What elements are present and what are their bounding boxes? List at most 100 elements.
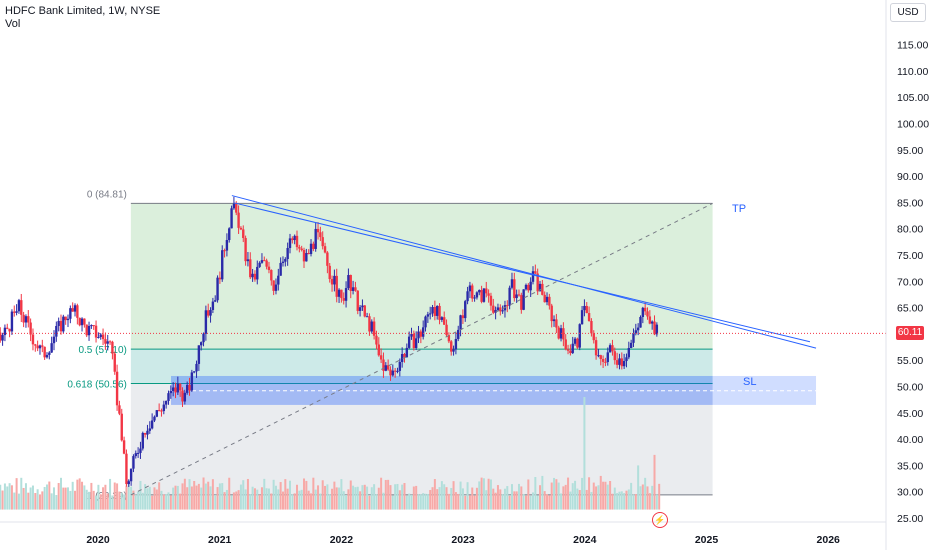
candle-body <box>569 350 572 354</box>
volume-bar <box>41 491 44 510</box>
volume-bar <box>6 486 9 510</box>
fib-level-label: 0 (84.81) <box>87 189 127 200</box>
price-tick-label: 75.00 <box>897 250 923 262</box>
candle-body <box>1 335 4 341</box>
volume-bar <box>17 493 20 510</box>
volume-bar <box>373 484 376 510</box>
volume-bar <box>515 491 518 510</box>
candle-body <box>309 243 313 254</box>
volume-bar <box>291 494 294 510</box>
trendline-upper <box>231 195 817 349</box>
volume-bar <box>22 487 25 510</box>
volume-bar <box>510 484 513 510</box>
volume-bar <box>146 488 149 510</box>
volume-bar <box>445 487 448 510</box>
candle-body <box>461 315 465 319</box>
volume-bar <box>553 477 556 510</box>
candle-body <box>650 321 654 324</box>
flash-icon[interactable]: ⚡ <box>652 512 668 528</box>
volume-bar <box>204 483 207 510</box>
volume-bar <box>38 494 41 510</box>
candle-body <box>223 250 226 252</box>
candle-body <box>253 273 257 280</box>
candle-body <box>92 325 95 327</box>
candle-body <box>543 294 546 303</box>
volume-bar <box>125 485 128 510</box>
volume-bar <box>95 495 98 510</box>
candle-body <box>433 307 437 316</box>
volume-bar <box>342 491 345 510</box>
candle-body <box>139 448 142 453</box>
stop-loss-label: SL <box>743 376 757 388</box>
volume-bar <box>352 485 355 510</box>
currency-button[interactable]: USD <box>890 3 926 22</box>
candle-body <box>17 300 21 312</box>
candle-body <box>412 333 416 349</box>
candle-body <box>450 341 453 352</box>
volume-bar <box>172 487 175 510</box>
candle-body <box>522 289 525 310</box>
candle-body <box>34 344 37 346</box>
fib-level-label: 0.618 (50.56) <box>67 380 127 391</box>
volume-bar <box>508 495 511 510</box>
candle-body <box>356 290 359 311</box>
volume-bar <box>326 484 329 510</box>
volume-bar <box>623 493 626 510</box>
volume-bar <box>394 484 397 510</box>
volume-bar <box>1 490 4 510</box>
candle-body <box>578 324 581 348</box>
candle-body <box>391 370 395 376</box>
volume-bar <box>401 484 404 510</box>
volume-bar <box>471 487 474 510</box>
volume-bar <box>368 495 371 510</box>
volume-bar <box>10 485 13 510</box>
candle-body <box>132 456 135 469</box>
candle-body <box>15 311 18 313</box>
volume-bar <box>529 495 532 510</box>
candle-body <box>122 440 126 454</box>
candle-body <box>270 270 273 281</box>
volume-bar <box>501 494 504 510</box>
volume-bar <box>277 489 280 510</box>
candle-body <box>428 313 432 315</box>
candle-body <box>573 338 577 344</box>
time-axis[interactable]: 2020 2021 2022 2023 2024 2025 2026 <box>0 521 886 546</box>
candle-body <box>499 307 502 312</box>
candle-body <box>330 279 334 285</box>
candle-body <box>365 316 369 318</box>
candle-body <box>52 336 56 344</box>
volume-bar <box>468 495 471 510</box>
volume-bar <box>24 483 27 510</box>
price-axis[interactable]: 25.0030.0035.0040.0045.0050.0055.0060.00… <box>885 0 929 550</box>
volume-bar <box>13 492 16 510</box>
stop-loss-zone-inner <box>171 375 713 405</box>
volume-bar <box>382 492 385 510</box>
candle-body <box>260 260 264 263</box>
volume-bar <box>581 477 584 510</box>
candle-body <box>436 305 439 316</box>
volume-bar <box>158 482 161 510</box>
volume-bar <box>64 487 67 510</box>
candle-body <box>71 308 74 312</box>
volume-bar <box>111 495 114 510</box>
volume-bar <box>48 481 51 510</box>
volume-bar <box>606 484 609 510</box>
volume-bar <box>422 493 425 510</box>
volume-bar <box>536 495 539 510</box>
time-tick-label: 2023 <box>451 534 475 546</box>
candle-body <box>337 289 341 297</box>
candle-body <box>204 310 208 334</box>
drawings <box>0 195 886 496</box>
candle-body <box>230 208 233 229</box>
volume-bar <box>634 494 637 510</box>
candle-body <box>302 250 306 262</box>
candle-body <box>55 325 58 337</box>
candle-body <box>300 248 303 251</box>
volume-bar <box>55 495 58 510</box>
candle-body <box>104 339 107 344</box>
volume-bar <box>83 485 86 510</box>
volume-bar <box>527 479 530 510</box>
candle-body <box>167 393 170 401</box>
candle-body <box>541 283 544 295</box>
